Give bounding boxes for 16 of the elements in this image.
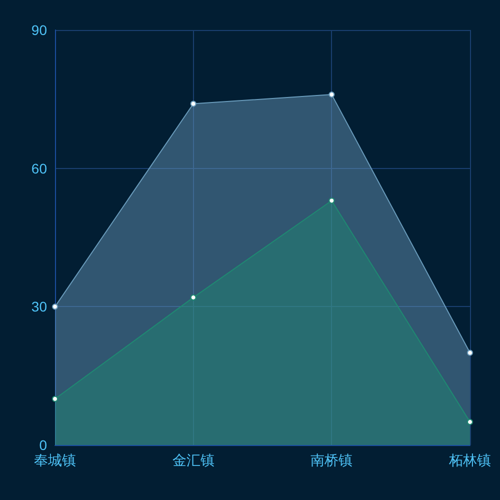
point [190,294,196,300]
x-tick-label: 奉城镇 [34,452,76,468]
point [52,396,58,402]
y-tick-label: 0 [39,437,48,453]
point [467,350,473,356]
point [467,418,473,425]
x-tick-label: 柘林镇 [448,452,491,468]
x-tick-label: 金汇镇 [172,452,214,468]
y-tick-label: 30 [31,298,48,315]
point [52,304,58,310]
point [328,92,335,98]
point [328,198,335,204]
x-tick-label: 南桥镇 [310,452,353,468]
y-tick-label: 90 [31,22,48,38]
point [190,100,196,107]
y-tick-label: 60 [31,160,48,176]
